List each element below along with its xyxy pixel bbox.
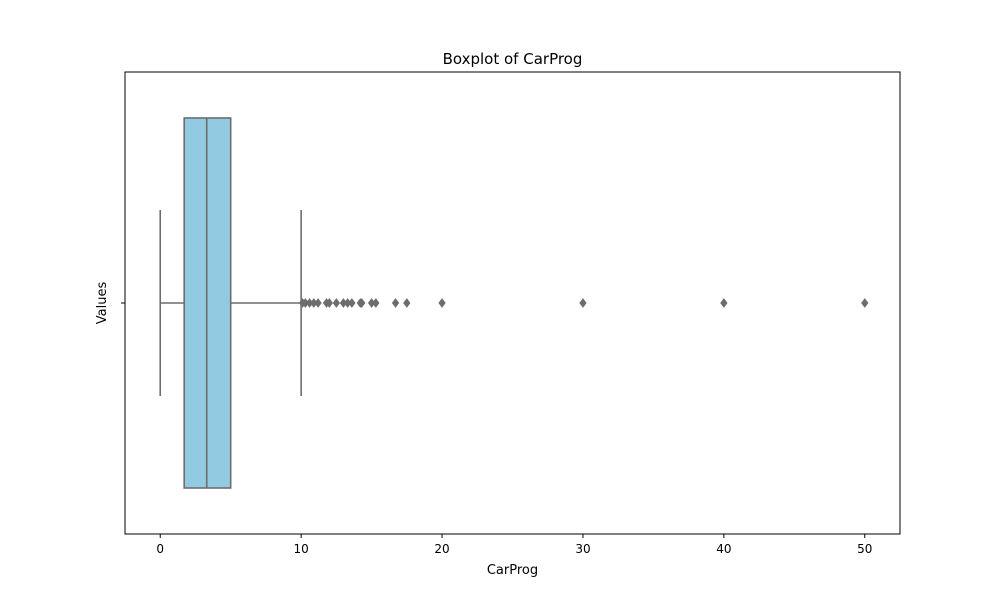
outlier-point	[348, 298, 356, 308]
chart-title: Boxplot of CarProg	[443, 50, 583, 68]
x-axis-label: CarProg	[487, 563, 538, 578]
x-tick-label: 40	[716, 542, 731, 556]
outlier-point	[579, 298, 587, 308]
plot-area: 0 10 20 30 40 50	[121, 71, 901, 556]
y-axis-label: Values	[95, 282, 110, 325]
x-tick-label: 20	[434, 542, 449, 556]
outlier-point	[332, 298, 341, 308]
outlier-point	[358, 298, 366, 308]
x-tick-label: 30	[575, 542, 590, 556]
x-tick-label: 50	[857, 542, 872, 556]
outlier-point	[720, 298, 728, 308]
x-tick-label: 10	[293, 542, 308, 556]
outlier-point	[372, 298, 380, 308]
outlier-point	[861, 298, 869, 308]
outlier-point	[438, 298, 446, 308]
outlier-point	[325, 298, 333, 308]
x-tick-label: 0	[156, 542, 164, 556]
outlier-point	[403, 298, 411, 308]
outlier-point	[314, 298, 322, 308]
outlier-point	[391, 298, 400, 308]
